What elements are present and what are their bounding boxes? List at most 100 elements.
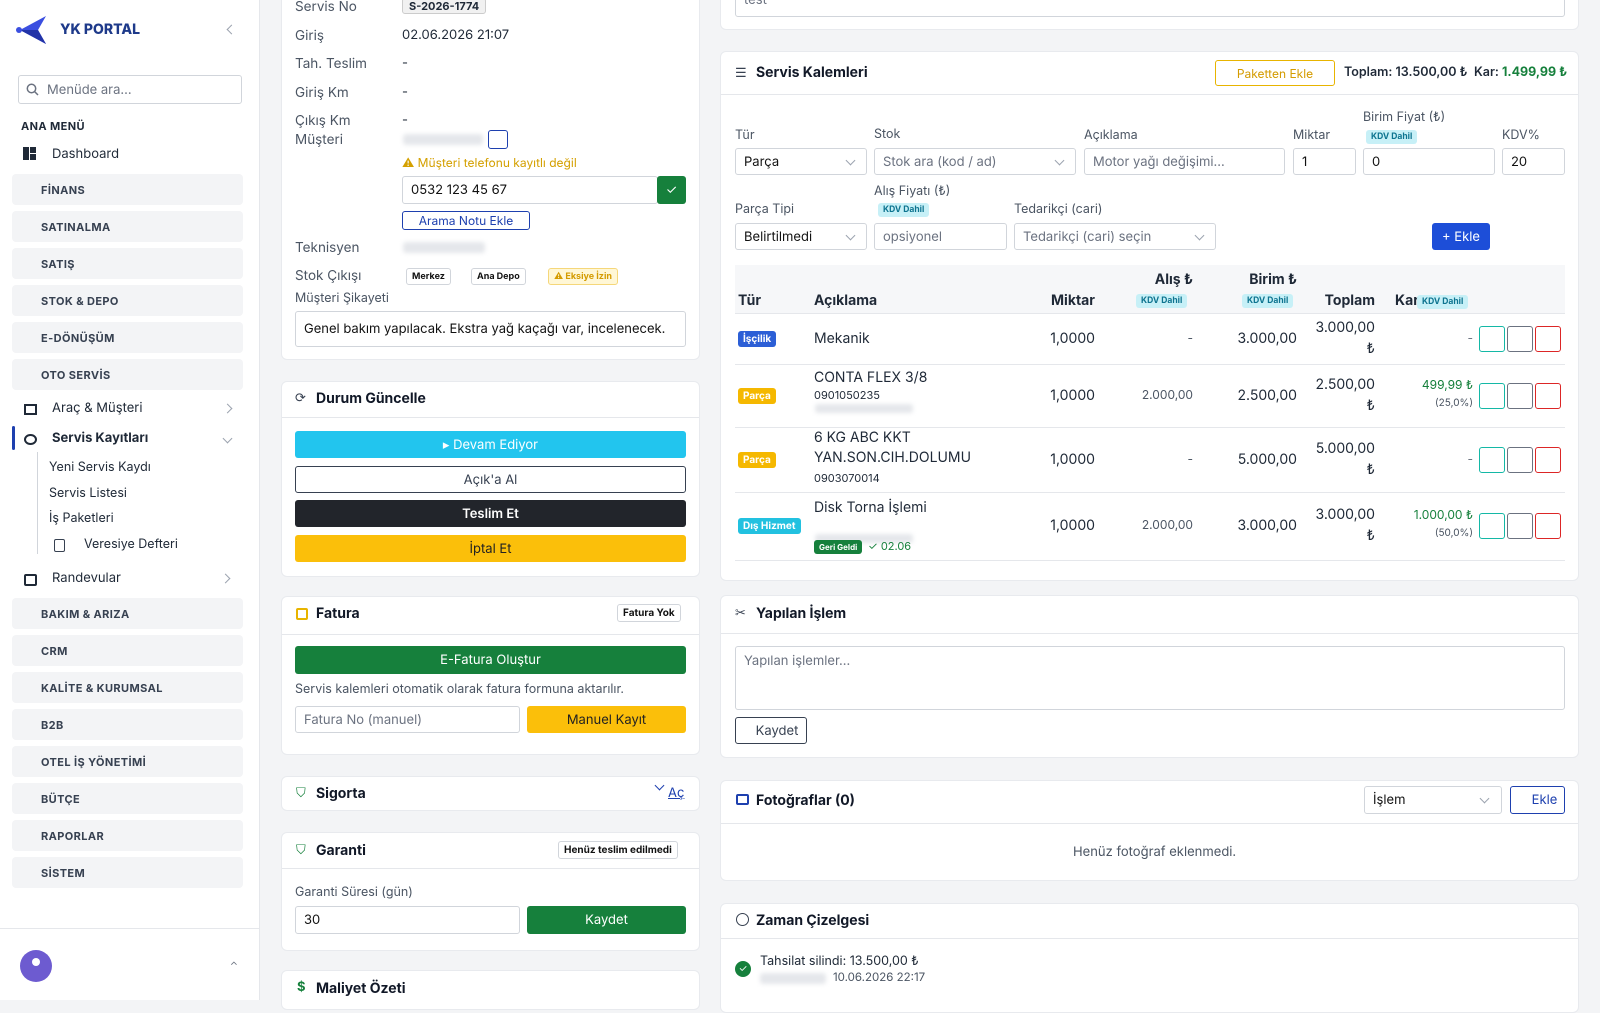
shield-icon: ⛉: [296, 785, 306, 801]
status-deliver[interactable]: Teslim Et: [295, 500, 686, 527]
account-toggle[interactable]: ⌃: [230, 960, 238, 972]
delete-action[interactable]: [1535, 382, 1561, 409]
delete-action[interactable]: [1535, 446, 1561, 473]
work-save[interactable]: Kaydet: [735, 717, 807, 744]
nav-group[interactable]: B2B: [12, 709, 243, 740]
form-field[interactable]: Parça: [735, 148, 867, 175]
placeholder: Stok ara (kod / ad): [883, 153, 997, 170]
nav-group[interactable]: RAPORLAR: [12, 820, 243, 851]
form-field[interactable]: 1: [1293, 148, 1356, 175]
menu-search[interactable]: Menüde ara...: [18, 75, 242, 104]
nav-item[interactable]: Araç & Müşteri: [52, 400, 143, 416]
avatar[interactable]: [20, 950, 52, 982]
edit-action[interactable]: [1507, 446, 1533, 473]
photo-type-select[interactable]: İşlem: [1364, 786, 1502, 814]
sub-item[interactable]: Veresiye Defteri: [84, 536, 178, 552]
form-label: Tedarikçi (cari): [1014, 202, 1103, 217]
photos-title: Fotoğraflar (0): [756, 792, 855, 809]
item-profit: 1.000,00 ₺: [1413, 507, 1473, 522]
items-total: Toplam: 13.500,00 ₺: [1344, 65, 1468, 80]
nav-group[interactable]: BÜTÇE: [12, 783, 243, 814]
item-profit: -: [1467, 450, 1473, 466]
nav-item[interactable]: Servis Kayıtları: [52, 430, 149, 446]
invoice-no-input[interactable]: Fatura No (manuel): [295, 706, 520, 733]
e-invoice-btn[interactable]: E-Fatura Oluştur: [295, 646, 686, 674]
dashboard-icon: [23, 147, 36, 160]
collapse[interactable]: [226, 24, 237, 35]
package-btn[interactable]: Paketten Ekle: [1215, 60, 1335, 86]
avatar-person: [32, 958, 40, 966]
select-chevron: [845, 230, 856, 241]
complaint[interactable]: Genel bakım yapılacak. Ekstra yağ kaçağı…: [295, 311, 686, 347]
edit-customer[interactable]: [488, 130, 508, 149]
detail-value: S-2026-1774: [402, 0, 487, 14]
nav-group[interactable]: OTEL İŞ YÖNETİMİ: [12, 746, 243, 777]
nav-group[interactable]: E-DÖNÜŞÜM: [12, 322, 243, 353]
nav-group[interactable]: SATINALMA: [12, 211, 243, 242]
return-action[interactable]: [1479, 513, 1505, 539]
return-action[interactable]: [1479, 446, 1505, 473]
delete-action[interactable]: [1535, 513, 1561, 539]
nav-group[interactable]: FİNANS: [12, 174, 243, 205]
row-divider: [735, 427, 1565, 428]
section-label: ANA MENÜ: [21, 119, 85, 133]
call-note-btn[interactable]: Arama Notu Ekle: [402, 211, 530, 230]
edit-action[interactable]: [1507, 326, 1533, 352]
search-icon: [26, 83, 39, 96]
form-field[interactable]: Tedarikçi (cari) seçin: [1014, 223, 1216, 250]
form-field[interactable]: 20: [1502, 148, 1565, 175]
item-profit: -: [1467, 330, 1473, 345]
item-supplier: [815, 534, 913, 543]
detail-label: Servis No: [295, 0, 357, 15]
phone-confirm[interactable]: ✓: [657, 176, 686, 204]
status-cancel[interactable]: İptal Et: [295, 535, 686, 562]
return-action[interactable]: [1479, 326, 1505, 352]
sidebar-footer: [0, 928, 259, 1000]
item-profit-pct: (50,0%): [1434, 527, 1473, 539]
edit-action[interactable]: [1507, 513, 1533, 539]
return-action[interactable]: [1479, 382, 1505, 409]
table-header: Toplam: [1324, 292, 1375, 309]
invoice-title: Fatura: [316, 605, 360, 622]
phone-input[interactable]: 0532 123 45 67: [402, 176, 658, 204]
status-open[interactable]: Açık'a Al: [295, 466, 686, 493]
manual-save[interactable]: Manuel Kayıt: [527, 706, 686, 733]
form-field[interactable]: 0: [1363, 148, 1495, 175]
sub-item[interactable]: Servis Listesi: [49, 485, 127, 501]
nav-group[interactable]: STOK & DEPO: [12, 285, 243, 316]
add-item[interactable]: + Ekle: [1432, 223, 1490, 250]
select-chevron: [1054, 155, 1065, 166]
customer-name: [403, 134, 483, 145]
sub-item[interactable]: İş Paketleri: [49, 511, 114, 526]
notes-input[interactable]: test: [735, 0, 1565, 17]
item-unit: 3.000,00: [1237, 330, 1298, 347]
form-field[interactable]: opsiyonel: [874, 223, 1007, 250]
work-textarea[interactable]: Yapılan işlemler...: [735, 646, 1565, 710]
sub-item[interactable]: Yeni Servis Kaydı: [49, 460, 151, 475]
divider: [282, 634, 699, 635]
item-desc: Disk Torna İşlemi: [814, 499, 927, 516]
form-field[interactable]: Belirtilmedi: [735, 223, 867, 250]
nav-group[interactable]: SATIŞ: [12, 248, 243, 279]
form-field[interactable]: Motor yağı değişimi...: [1084, 148, 1285, 175]
edit-action[interactable]: [1507, 382, 1533, 409]
delete-action[interactable]: [1535, 326, 1561, 352]
warranty-save[interactable]: Kaydet: [527, 906, 686, 934]
item-qty: 1,0000: [1050, 450, 1095, 468]
nav-group[interactable]: BAKIM & ARIZA: [12, 598, 243, 629]
warranty-input[interactable]: 30: [295, 906, 520, 934]
nav-group[interactable]: SİSTEM: [12, 857, 243, 888]
nav-item[interactable]: Randevular: [52, 570, 121, 586]
table-header: Miktar: [1051, 292, 1095, 309]
list-icon: ☰: [735, 65, 747, 81]
photo-add[interactable]: Ekle: [1510, 786, 1565, 814]
cost-title: Maliyet Özeti: [316, 980, 406, 997]
status-progress[interactable]: ▸ Devam Ediyor: [295, 431, 686, 458]
nav-group[interactable]: OTO SERVİS: [12, 359, 243, 390]
insurance-open[interactable]: Aç: [668, 785, 685, 801]
nav-group[interactable]: CRM: [12, 635, 243, 666]
work-title: Yapılan İşlem: [756, 605, 847, 622]
nav-group[interactable]: KALİTE & KURUMSAL: [12, 672, 243, 703]
form-field[interactable]: Stok ara (kod / ad): [874, 148, 1076, 175]
nav-dashboard[interactable]: Dashboard: [52, 146, 120, 162]
